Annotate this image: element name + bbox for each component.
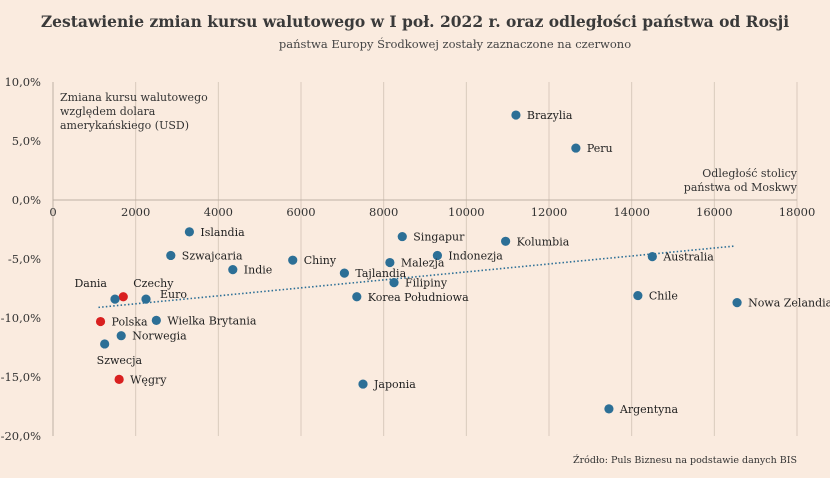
y-axis-label-line-2: względem dolara xyxy=(60,105,156,118)
label-nowa-zelandia: Nowa Zelandia xyxy=(748,297,830,310)
label-indonezja: Indonezja xyxy=(448,249,503,262)
point-tajlandia xyxy=(339,268,349,278)
label-argentyna: Argentyna xyxy=(619,403,679,416)
label-w-gry: Węgry xyxy=(130,373,167,386)
label-szwajcaria: Szwajcaria xyxy=(182,249,243,262)
source-note: Źródło: Puls Biznesu na podstawie danych… xyxy=(573,454,797,466)
label-japonia: Japonia xyxy=(373,378,416,391)
x-tick-label-12000: 12000 xyxy=(531,205,568,219)
y-tick-label-6: -20,0% xyxy=(1,429,41,443)
x-tick-label-6000: 6000 xyxy=(286,205,315,219)
x-tick-label-8000: 8000 xyxy=(369,205,398,219)
label-peru: Peru xyxy=(587,142,613,155)
x-tick-label-10000: 10000 xyxy=(448,205,485,219)
point-islandia xyxy=(184,227,194,237)
point-indie xyxy=(228,265,238,275)
label-korea-po-udniowa: Korea Południowa xyxy=(368,291,469,304)
axis-ticks: 0 2000 4000 6000 8000 10000 12000 14000 16000 180… xyxy=(1,75,816,443)
trendline xyxy=(98,245,736,309)
y-tick-label-3: -5,0% xyxy=(8,252,41,266)
y-axis-label-line-1: Zmiana kursu walutowego xyxy=(60,91,208,104)
point-korea-po-udniowa xyxy=(352,292,362,302)
point-szwajcaria xyxy=(166,250,176,261)
point-norwegia xyxy=(116,331,126,341)
label-tajlandia: Tajlandia xyxy=(355,267,406,280)
point-nowa-zelandia xyxy=(732,298,742,308)
label-wielka-brytania: Wielka Brytania xyxy=(167,314,257,327)
y-tick-label-1: 5,0% xyxy=(12,134,41,148)
label-norwegia: Norwegia xyxy=(132,330,187,343)
y-tick-label-4: -10,0% xyxy=(1,311,41,325)
label-czechy: Czechy xyxy=(133,277,174,290)
point-malezja xyxy=(385,257,395,268)
label-indie: Indie xyxy=(244,264,272,277)
x-tick-label-2000: 2000 xyxy=(121,205,150,219)
point-szwecja xyxy=(100,339,110,349)
point-chiny xyxy=(288,255,298,265)
label-szwecja: Szwecja xyxy=(97,354,143,367)
point-peru xyxy=(571,143,581,153)
label-chile: Chile xyxy=(649,290,678,303)
label-dania: Dania xyxy=(74,277,107,290)
point-indonezja xyxy=(432,250,442,261)
label-filipiny: Filipiny xyxy=(405,277,448,290)
point-euro xyxy=(141,294,151,304)
x-tick-label-4000: 4000 xyxy=(204,205,233,219)
label-australia: Australia xyxy=(662,251,714,264)
point-singapur xyxy=(397,231,407,242)
label-chiny: Chiny xyxy=(304,254,337,267)
label-islandia: Islandia xyxy=(200,226,245,239)
x-tick-label-14000: 14000 xyxy=(613,205,650,219)
label-euro: Euro xyxy=(160,288,187,301)
chart-subtitle: państwa Europy Środkowej zostały zaznacz… xyxy=(279,37,631,51)
point-wielka-brytania xyxy=(151,315,161,325)
axes xyxy=(52,82,797,436)
point-polska xyxy=(95,316,106,327)
point-japonia xyxy=(358,379,368,389)
label-singapur: Singapur xyxy=(413,231,465,244)
point-chile xyxy=(633,290,643,301)
label-polska: Polska xyxy=(112,316,148,329)
point-australia xyxy=(647,252,657,262)
x-tick-label-0: 0 xyxy=(49,205,56,219)
point-kolumbia xyxy=(501,236,511,246)
point-argentyna xyxy=(604,404,614,414)
point-czechy xyxy=(118,292,128,302)
y-tick-label-5: -15,0% xyxy=(1,370,41,384)
y-axis-label-line-3: amerykańskiego (USD) xyxy=(60,119,189,132)
x-tick-label-18000: 18000 xyxy=(779,205,816,219)
chart-title: Zestawienie zmian kursu walutowego w I p… xyxy=(41,12,789,31)
y-tick-label-0: 10,0% xyxy=(4,75,41,89)
trendline-group xyxy=(98,245,736,309)
y-tick-label-2: 0,0% xyxy=(12,193,41,207)
point-labels: Brazylia Peru Islandia Singapur Kolumbia Szwa… xyxy=(74,109,830,416)
x-axis-label-line-2: państwa od Moskwy xyxy=(684,181,798,194)
label-kolumbia: Kolumbia xyxy=(517,235,570,248)
label-brazylia: Brazylia xyxy=(527,109,573,122)
point-filipiny xyxy=(389,278,399,288)
grid-lines xyxy=(135,82,798,436)
x-axis-label-line-1: Odległość stolicy xyxy=(702,167,798,180)
point-w-gry xyxy=(114,374,124,384)
label-malezja: Malezja xyxy=(401,257,445,270)
point-dania xyxy=(110,294,120,304)
x-tick-label-16000: 16000 xyxy=(696,205,733,219)
data-points xyxy=(95,110,742,414)
point-brazylia xyxy=(511,110,521,120)
